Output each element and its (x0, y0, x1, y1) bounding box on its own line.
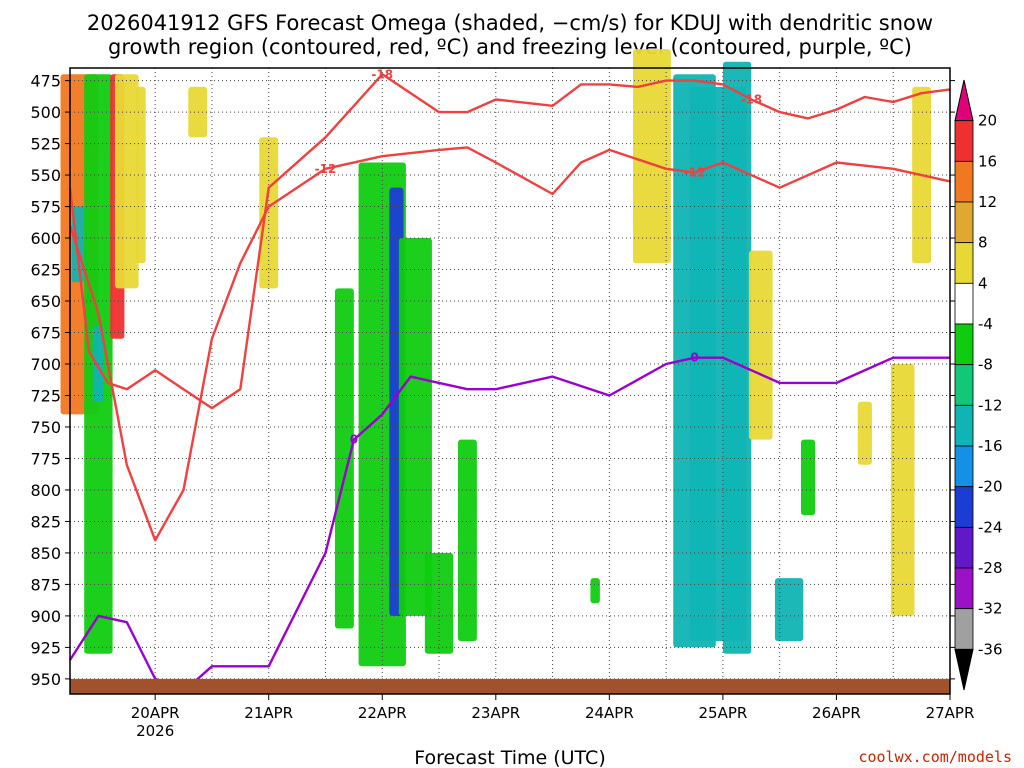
y-tick-label-4: 575 (30, 198, 61, 217)
omega-blob-11 (424, 552, 454, 654)
colorbar-swatch-8 (954, 404, 974, 447)
colorbar-cap-top (954, 79, 974, 122)
omega-shading (60, 49, 932, 667)
x-tick-label-7: 27APR (926, 704, 975, 722)
y-tick-label-1: 500 (30, 103, 61, 122)
omega-blob-3 (114, 74, 139, 289)
colorbar-cap-bottom (954, 648, 974, 691)
contour-label-2-0: 0 (350, 433, 358, 447)
colorbar-tick-5: -4 (978, 315, 993, 333)
omega-blob-22 (857, 401, 872, 465)
x-tick-label-3: 23APR (471, 704, 520, 722)
omega-blob-14 (623, 326, 634, 390)
colorbar-swatch-3 (954, 201, 974, 244)
colorbar-tick-0: 20 (978, 112, 997, 130)
colorbar-swatch-7 (954, 364, 974, 406)
contour-label-1-0: -12 (315, 162, 337, 176)
y-tick-label-5: 600 (30, 229, 61, 248)
colorbar-swatch-11 (954, 526, 974, 569)
contour-label-1-1: -12 (684, 166, 706, 180)
y-tick-label-12: 775 (30, 449, 61, 468)
colorbar-tick-4: 4 (978, 274, 988, 292)
y-tick-label-10: 725 (30, 386, 61, 405)
chart-title-line2: growth region (contoured, red, ºC) and f… (108, 35, 912, 59)
colorbar-tick-13: -36 (978, 640, 1003, 658)
y-tick-label-13: 800 (30, 481, 61, 500)
colorbar-tick-11: -28 (978, 559, 1003, 577)
colorbar-tick-1: 16 (978, 152, 997, 170)
y-tick-label-7: 650 (30, 292, 61, 311)
omega-blob-21 (800, 439, 816, 516)
contour-label-2-1: 0 (690, 351, 698, 365)
omega-blob-13 (590, 578, 600, 604)
plot-frame (69, 67, 951, 695)
contour-line--18 (68, 73, 951, 410)
colorbar-swatch-12 (954, 567, 974, 610)
omega-blob-18 (722, 61, 752, 654)
omega-blob-4 (136, 86, 146, 264)
y-tick-label-9: 700 (30, 355, 61, 374)
y-tick-label-2: 525 (30, 135, 61, 154)
y-tick-label-16: 875 (30, 575, 61, 594)
x-tick-label-0: 20APR (131, 704, 180, 722)
omega-blob-20 (774, 578, 804, 642)
colorbar-swatch-9 (954, 445, 974, 488)
y-tick-label-8: 675 (30, 324, 61, 343)
y-tick-label-6: 625 (30, 261, 61, 280)
plot-border (69, 67, 951, 695)
x-tick-label-5: 25APR (698, 704, 747, 722)
contour-label-0-0: -18 (371, 67, 393, 81)
chart-title-line1: 2026041912 GFS Forecast Omega (shaded, −… (87, 11, 933, 35)
omega-blob-5 (188, 86, 208, 138)
y-tick-label-15: 850 (30, 544, 61, 563)
colorbar-tick-2: 12 (978, 193, 997, 211)
y-tick-label-14: 825 (30, 512, 61, 531)
colorbar-tick-6: -8 (978, 356, 993, 374)
y-tick-label-19: 950 (30, 670, 61, 689)
y-tick-label-11: 750 (30, 418, 61, 437)
x-tick-label-4: 24APR (585, 704, 634, 722)
omega-blob-19 (748, 250, 773, 440)
omega-blob-15 (633, 49, 671, 264)
contour-label-0-1: -18 (740, 92, 762, 106)
x-tick-year: 2026 (136, 722, 174, 740)
x-tick-label-1: 21APR (244, 704, 293, 722)
colorbar-swatch-6 (954, 323, 974, 366)
y-tick-label-0: 475 (30, 72, 61, 91)
omega-blob-12 (457, 439, 477, 642)
grid-lines (70, 68, 951, 694)
y-axis-ticks: 475 500 525 550 575 600 625 650 675 700 725 750 775 8… (30, 72, 955, 689)
colorbar-swatch-5 (954, 282, 974, 325)
x-axis-label: Forecast Time (UTC) (414, 747, 605, 768)
colorbar-swatch-4 (954, 242, 974, 284)
colorbar-swatch-13 (954, 608, 974, 650)
colorbar-tick-12: -32 (978, 600, 1003, 618)
colorbar-tick-3: 8 (978, 234, 988, 252)
credit-text[interactable]: coolwx.com/models (858, 748, 1012, 766)
omega-blob-10 (398, 238, 432, 616)
y-tick-label-18: 925 (30, 638, 61, 657)
omega-blob-7 (334, 288, 354, 629)
contour-line--12 (68, 146, 951, 542)
colorbar: 20 16 12 8 4 -4 -8 -12 -16 -20 -24 -28 -32 -36 (954, 79, 1003, 691)
plot-background (70, 68, 950, 694)
colorbar-tick-9: -20 (978, 478, 1003, 496)
terrain-ground (70, 678, 950, 694)
colorbar-tick-7: -12 (978, 396, 1003, 414)
colorbar-swatch-2 (954, 160, 974, 203)
plot-area (70, 68, 950, 694)
y-tick-label-3: 550 (30, 166, 61, 185)
x-axis-ticks: 20APR 21APR 22APR 23APR 24APR 25APR 26APR 27APR… (131, 694, 975, 740)
x-tick-label-6: 26APR (812, 704, 861, 722)
colorbar-tick-8: -16 (978, 437, 1003, 455)
x-tick-label-2: 22APR (358, 704, 407, 722)
colorbar-swatch-10 (954, 486, 974, 528)
y-tick-label-17: 900 (30, 607, 61, 626)
colorbar-tick-10: -24 (978, 518, 1003, 536)
ground-fill (70, 678, 950, 694)
colorbar-swatch-1 (954, 120, 974, 162)
